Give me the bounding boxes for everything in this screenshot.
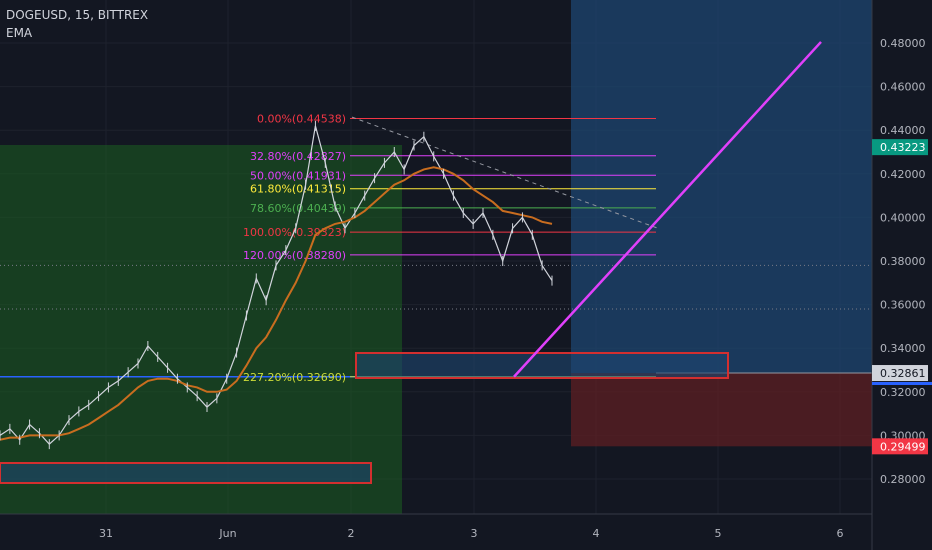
fib-level-label: 61.80%(0.41315)	[250, 183, 346, 196]
time-tick-label: 3	[471, 527, 478, 540]
price-tick-label: 0.44000	[880, 124, 926, 137]
price-tag	[872, 365, 928, 382]
series-layer	[0, 120, 553, 450]
target-zone	[571, 0, 872, 374]
price-tick-label: 0.34000	[880, 342, 926, 355]
price-tag-label: 0.43223	[880, 141, 926, 154]
time-tick-label: 5	[715, 527, 722, 540]
price-tick-label: 0.32000	[880, 386, 926, 399]
fib-level-label: 120.00%(0.38280)	[243, 249, 346, 262]
blue-axis-marker	[872, 381, 932, 385]
price-tick-label: 0.36000	[880, 299, 926, 312]
price-tick-label: 0.46000	[880, 81, 926, 94]
fib-level-label: 50.00%(0.41931)	[250, 169, 346, 182]
fib-level-label: 32.80%(0.42827)	[250, 150, 346, 163]
time-axis[interactable]: 31 Jun 2 3 4 5 6	[0, 513, 872, 540]
price-tag	[872, 139, 928, 156]
price-tick-label: 0.48000	[880, 37, 926, 50]
price-tick-label: 0.40000	[880, 211, 926, 224]
projection-trendline[interactable]	[513, 41, 822, 378]
indicator-label[interactable]: EMA	[6, 26, 33, 40]
price-axis[interactable]: 0.48000 0.46000 0.44000 0.42000 0.40000 0.380…	[871, 0, 932, 550]
time-tick-label: 4	[593, 527, 600, 540]
time-tick-label: 6	[837, 527, 844, 540]
price-tag-label: 0.32861	[880, 367, 926, 380]
dashed-trendline[interactable]	[351, 116, 659, 229]
fib-level-label: 227.20%(0.32690)	[243, 371, 346, 384]
price-axis-background	[872, 0, 932, 550]
price-tick-label: 0.38000	[880, 255, 926, 268]
time-tick-label: 2	[348, 527, 355, 540]
symbol-title[interactable]: DOGEUSD, 15, BITTREX	[6, 8, 149, 22]
fib-level-label: 0.00%(0.44538)	[257, 112, 346, 125]
price-tick-label: 0.28000	[880, 473, 926, 486]
price-tag-label: 0.29499	[880, 440, 926, 453]
time-tick-label: 31	[99, 527, 113, 540]
time-tick-label: Jun	[218, 527, 236, 540]
ema-series	[0, 166, 553, 441]
stop-zone	[571, 373, 872, 447]
fib-level-label: 100.00%(0.39323)	[243, 226, 346, 239]
fib-level-label: 78.60%(0.40439)	[250, 202, 346, 215]
long-position-zone	[0, 145, 402, 514]
support-box[interactable]	[355, 352, 729, 379]
drawings[interactable]	[0, 41, 822, 484]
demand-box[interactable]	[0, 462, 372, 484]
fib-retracement[interactable]: 0.00%(0.44538) 32.80%(0.42827) 50.00%(0.41…	[243, 112, 659, 384]
price-tag	[872, 438, 928, 455]
price-tick-label: 0.42000	[880, 168, 926, 181]
